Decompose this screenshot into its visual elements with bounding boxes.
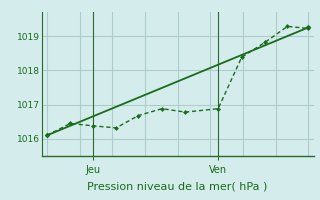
X-axis label: Pression niveau de la mer( hPa ): Pression niveau de la mer( hPa ) — [87, 182, 268, 192]
